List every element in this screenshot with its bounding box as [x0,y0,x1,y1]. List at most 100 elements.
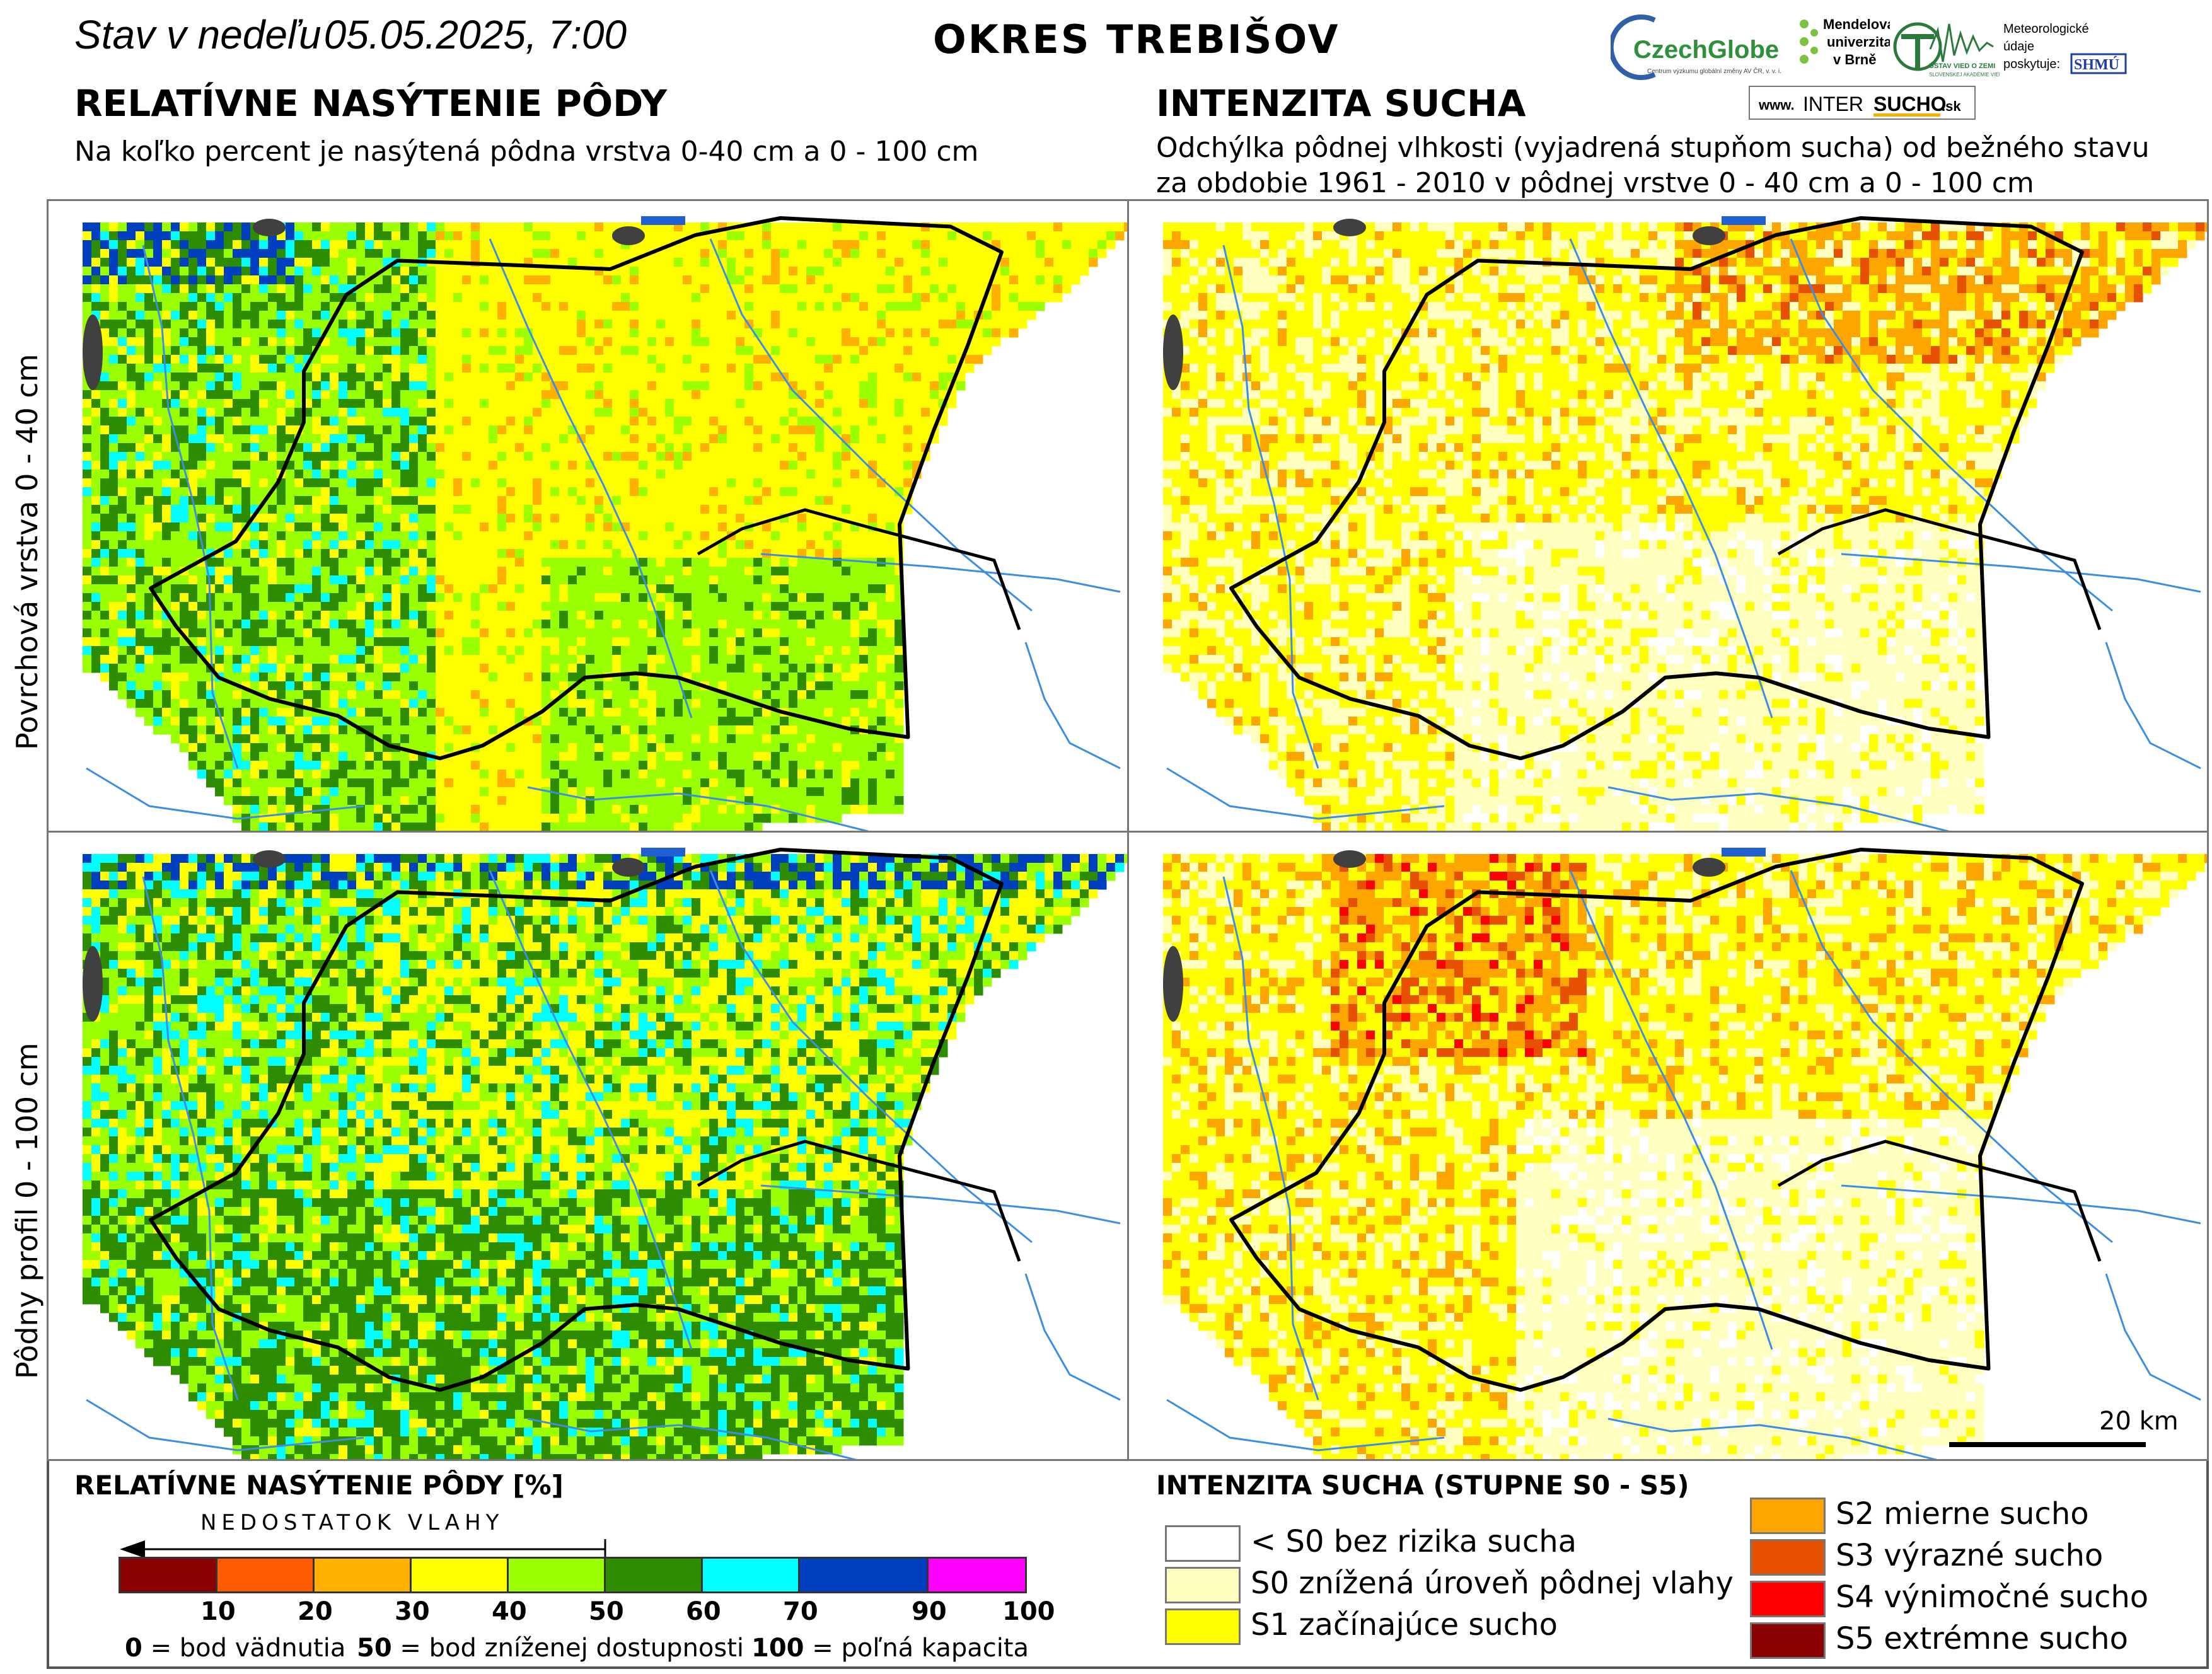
meteo-line-3: poskytuje: [2003,57,2060,71]
drought-swatch [1750,1622,1826,1659]
drought-label: S2 mierne sucho [1836,1496,2089,1532]
river-line [1841,1184,2201,1225]
river-line [1790,870,2113,1244]
urban-area [1163,946,1183,1022]
river-line [527,1417,857,1459]
scale-tick: 60 [686,1597,721,1626]
foot-capacity-text: = poľná kapacita [812,1634,1029,1663]
river-line [86,1399,364,1452]
river-line [86,767,364,820]
map-canvas [83,216,1128,831]
district-title: OKRES TREBIŠOV [933,16,1340,62]
uvz-line-2: SLOVENSKEJ AKADÉMIE VIED [1929,72,2000,78]
raster-grid [83,222,1128,831]
meteo-line-1: Meteorologické [2003,22,2089,36]
scale-swatch [216,1557,315,1593]
urban-area [1333,219,1366,236]
czechglobe-logo: CzechGlobe Centrum výzkumu globální změn… [1608,13,1793,82]
mendel-line-3: v Brně [1833,52,1876,67]
foot-wilting-num: 0 [125,1634,142,1663]
drought-subtitle-1: Odchýlka pôdnej vlhkosti (vyjadrená stup… [1156,130,2150,166]
river-line [1222,876,1319,1400]
intersucho-logo: www. INTER SUCHO .sk [1749,86,1976,120]
drought-swatch [1750,1581,1826,1617]
scale-tick: 20 [298,1597,333,1626]
scale-tick: 90 [912,1597,947,1626]
drought-subtitle-2: za obdobie 1961 - 2010 v pôdnej vrstve 0… [1156,165,2034,202]
scale-tick: 50 [589,1597,624,1626]
map-canvas [83,848,1128,1459]
river-line [1222,245,1319,769]
scale-swatch [410,1557,509,1593]
web-sucho: SUCHO [1873,93,1947,115]
river-line [1024,642,1121,770]
mendel-line-1: Mendelova [1823,16,1890,32]
map-saturation-topsoil [47,199,1130,833]
river-line [2105,1273,2201,1401]
drought-label: S3 výrazné sucho [1836,1538,2103,1573]
map-drought-profile [1127,831,2209,1461]
river-line [1024,1273,1121,1401]
urban-area [83,946,103,1022]
drought-swatch [1165,1567,1241,1603]
river-line [489,870,693,1350]
district-subdivision [697,1140,1021,1262]
urban-area [253,219,286,236]
row-label-top: Povrchová vrstva 0 - 40 cm [10,354,44,750]
map-canvas [1163,216,2207,831]
river-line [2105,642,2201,770]
uvz-logo: ÚSTAV VIED O ZEMI SLOVENSKEJ AKADÉMIE VI… [1892,18,2003,81]
shortage-arrow [120,1537,609,1562]
foot-wilting-text: = bod vädnutia [151,1634,346,1663]
district-border [1229,848,2084,1392]
scale-bar [1949,1442,2146,1447]
meteo-line-2: údaje [2003,40,2034,54]
lake [641,216,685,225]
foot-reduced: 50 = bod zníženej dostupnosti [357,1634,744,1663]
drought-label: S0 znížená úroveň pôdnej vlahy [1251,1566,1734,1601]
scale-tick: 70 [783,1597,818,1626]
raster-grid [1163,222,2207,831]
district-border [1229,216,2084,761]
lake [1722,216,1766,225]
scale-swatch [313,1557,412,1593]
raster-grid [83,854,1128,1459]
foot-wilting: 0 = bod vädnutia [125,1634,345,1663]
drought-label: S1 začínajúce sucho [1251,1607,1558,1642]
scale-tick: 40 [492,1597,527,1626]
scale-swatch [927,1557,1027,1593]
urban-area [1163,315,1183,390]
web-inter: INTER [1803,93,1863,115]
lake [1722,848,1766,857]
river-line [1841,553,2201,593]
river-line [760,553,1121,593]
river-line [760,1184,1121,1225]
scale-tick: 10 [200,1597,236,1626]
foot-capacity: 100 = poľná kapacita [751,1634,1029,1663]
drought-label: S4 výnimočné sucho [1836,1579,2148,1615]
river-line [1166,767,1445,820]
drought-swatch [1165,1525,1241,1562]
district-subdivision [697,508,1021,630]
shmu-logo: Meteorologické údaje poskytuje: SHMÚ [2002,19,2128,82]
date-value: 05.05.2025, 7:00 [324,12,627,57]
scale-swatch [119,1557,217,1593]
date-prefix: Stav v nedeľu [74,12,321,57]
district-subdivision [1777,1140,2102,1262]
river-line [1790,238,2113,612]
river-line [1569,238,1773,719]
river-line [1607,1417,1938,1459]
urban-area [612,858,645,877]
river-line [1607,786,1949,831]
urban-area [253,850,286,868]
river-line [709,238,1033,612]
raster-grid [1163,854,2207,1459]
mendel-line-2: univerzita [1827,34,1890,50]
scale-swatch [507,1557,606,1593]
saturation-subtitle: Na koľko percent je nasýtená pôdna vrstv… [74,134,978,170]
urban-area [1693,858,1725,877]
mendel-logo: Mendelova univerzita v Brně [1795,14,1895,83]
district-subdivision [1777,508,2102,630]
saturation-title: RELATÍVNE NASÝTENIE PÔDY [74,82,667,125]
district-border [149,848,1004,1392]
